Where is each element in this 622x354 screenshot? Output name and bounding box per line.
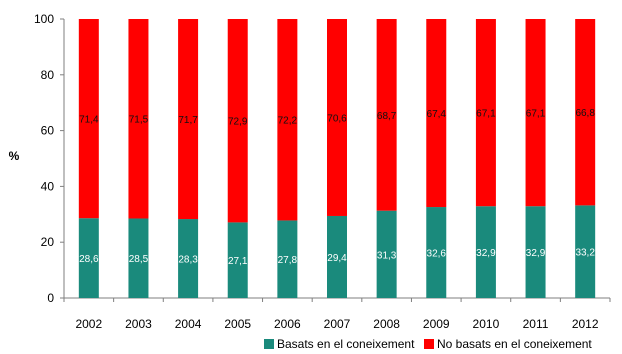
x-tick-label: 2007: [324, 317, 351, 331]
x-tick-label: 2010: [473, 317, 500, 331]
bar-segment-basats: [475, 206, 496, 298]
x-tick-label: 2006: [274, 317, 301, 331]
x-tick-label: 2008: [373, 317, 400, 331]
bar-segment-no-basats: [376, 19, 397, 211]
y-tick-label: 0: [47, 291, 54, 305]
legend-label-basats: Basats en el coneixement: [277, 337, 415, 351]
bar-segment-basats: [78, 218, 99, 298]
bar-segment-basats: [426, 207, 447, 298]
bar-segment-no-basats: [277, 19, 298, 221]
data-label: 72,9: [228, 117, 248, 128]
legend: Basats en el coneixement No basats en el…: [264, 337, 592, 351]
legend-label-no-basats: No basats en el coneixement: [437, 337, 592, 351]
y-tick-label: 100: [34, 12, 54, 26]
data-label: 67,1: [526, 109, 546, 120]
data-label: 31,3: [377, 250, 397, 261]
bar-segment-no-basats: [426, 19, 447, 208]
data-label: 28,6: [79, 254, 99, 265]
data-label: 27,1: [228, 256, 248, 267]
x-tick-label: 2002: [75, 317, 102, 331]
y-tick-label: 40: [41, 179, 55, 193]
data-label: 72,2: [278, 116, 298, 127]
bar-segment-no-basats: [575, 19, 596, 206]
x-tick-label: 2011: [523, 317, 549, 331]
legend-swatch-basats: [264, 339, 274, 349]
bar-segment-no-basats: [475, 19, 496, 207]
data-label: 32,9: [526, 248, 546, 259]
axes: 0 20 40 60 80 100 2002 2003 2004 2005 2006 2007 2008…: [34, 12, 611, 331]
bar-segment-no-basats: [227, 19, 248, 223]
data-label: 67,4: [427, 109, 447, 120]
bar-segment-basats: [128, 218, 149, 298]
data-label: 28,3: [178, 255, 198, 266]
data-label: 32,9: [476, 248, 496, 259]
data-label: 28,5: [129, 254, 149, 265]
data-label: 68,7: [377, 111, 397, 122]
data-label: 32,6: [427, 249, 447, 260]
bar-segment-no-basats: [78, 19, 99, 219]
bar-segment-basats: [327, 215, 347, 298]
x-tick-label: 2004: [175, 317, 202, 331]
data-labels: 28,6 71,4 28,5 71,5 28,3 71,7 27,1 72,9 27,8 72,2…: [79, 108, 595, 267]
y-tick-label: 80: [41, 68, 55, 82]
bar-segment-basats: [178, 219, 199, 298]
data-label: 71,4: [79, 115, 99, 126]
bars: [78, 19, 596, 298]
bar-segment-no-basats: [327, 19, 347, 216]
data-label: 27,8: [278, 255, 298, 266]
bar-segment-no-basats: [128, 19, 149, 219]
y-axis-label: %: [9, 149, 20, 163]
x-tick-label: 2009: [423, 317, 450, 331]
data-label: 67,1: [476, 109, 496, 120]
x-tick-label: 2012: [572, 317, 599, 331]
x-tick-label: 2005: [224, 317, 251, 331]
y-tick-label: 20: [41, 235, 55, 249]
bar-segment-basats: [376, 210, 397, 298]
y-tick-label: 60: [41, 124, 55, 138]
bar-segment-basats: [227, 222, 248, 298]
data-label: 29,4: [327, 253, 347, 264]
bar-segment-no-basats: [178, 19, 199, 220]
data-label: 33,2: [575, 248, 595, 259]
data-label: 71,5: [129, 115, 149, 126]
bar-segment-basats: [525, 206, 546, 298]
bar-segment-basats: [575, 205, 596, 298]
data-label: 71,7: [178, 115, 198, 126]
x-tick-label: 2003: [125, 317, 152, 331]
legend-swatch-no-basats: [424, 339, 434, 349]
bar-segment-basats: [277, 220, 298, 298]
data-label: 66,8: [575, 108, 595, 119]
bar-segment-no-basats: [525, 19, 546, 207]
data-label: 70,6: [327, 113, 347, 124]
